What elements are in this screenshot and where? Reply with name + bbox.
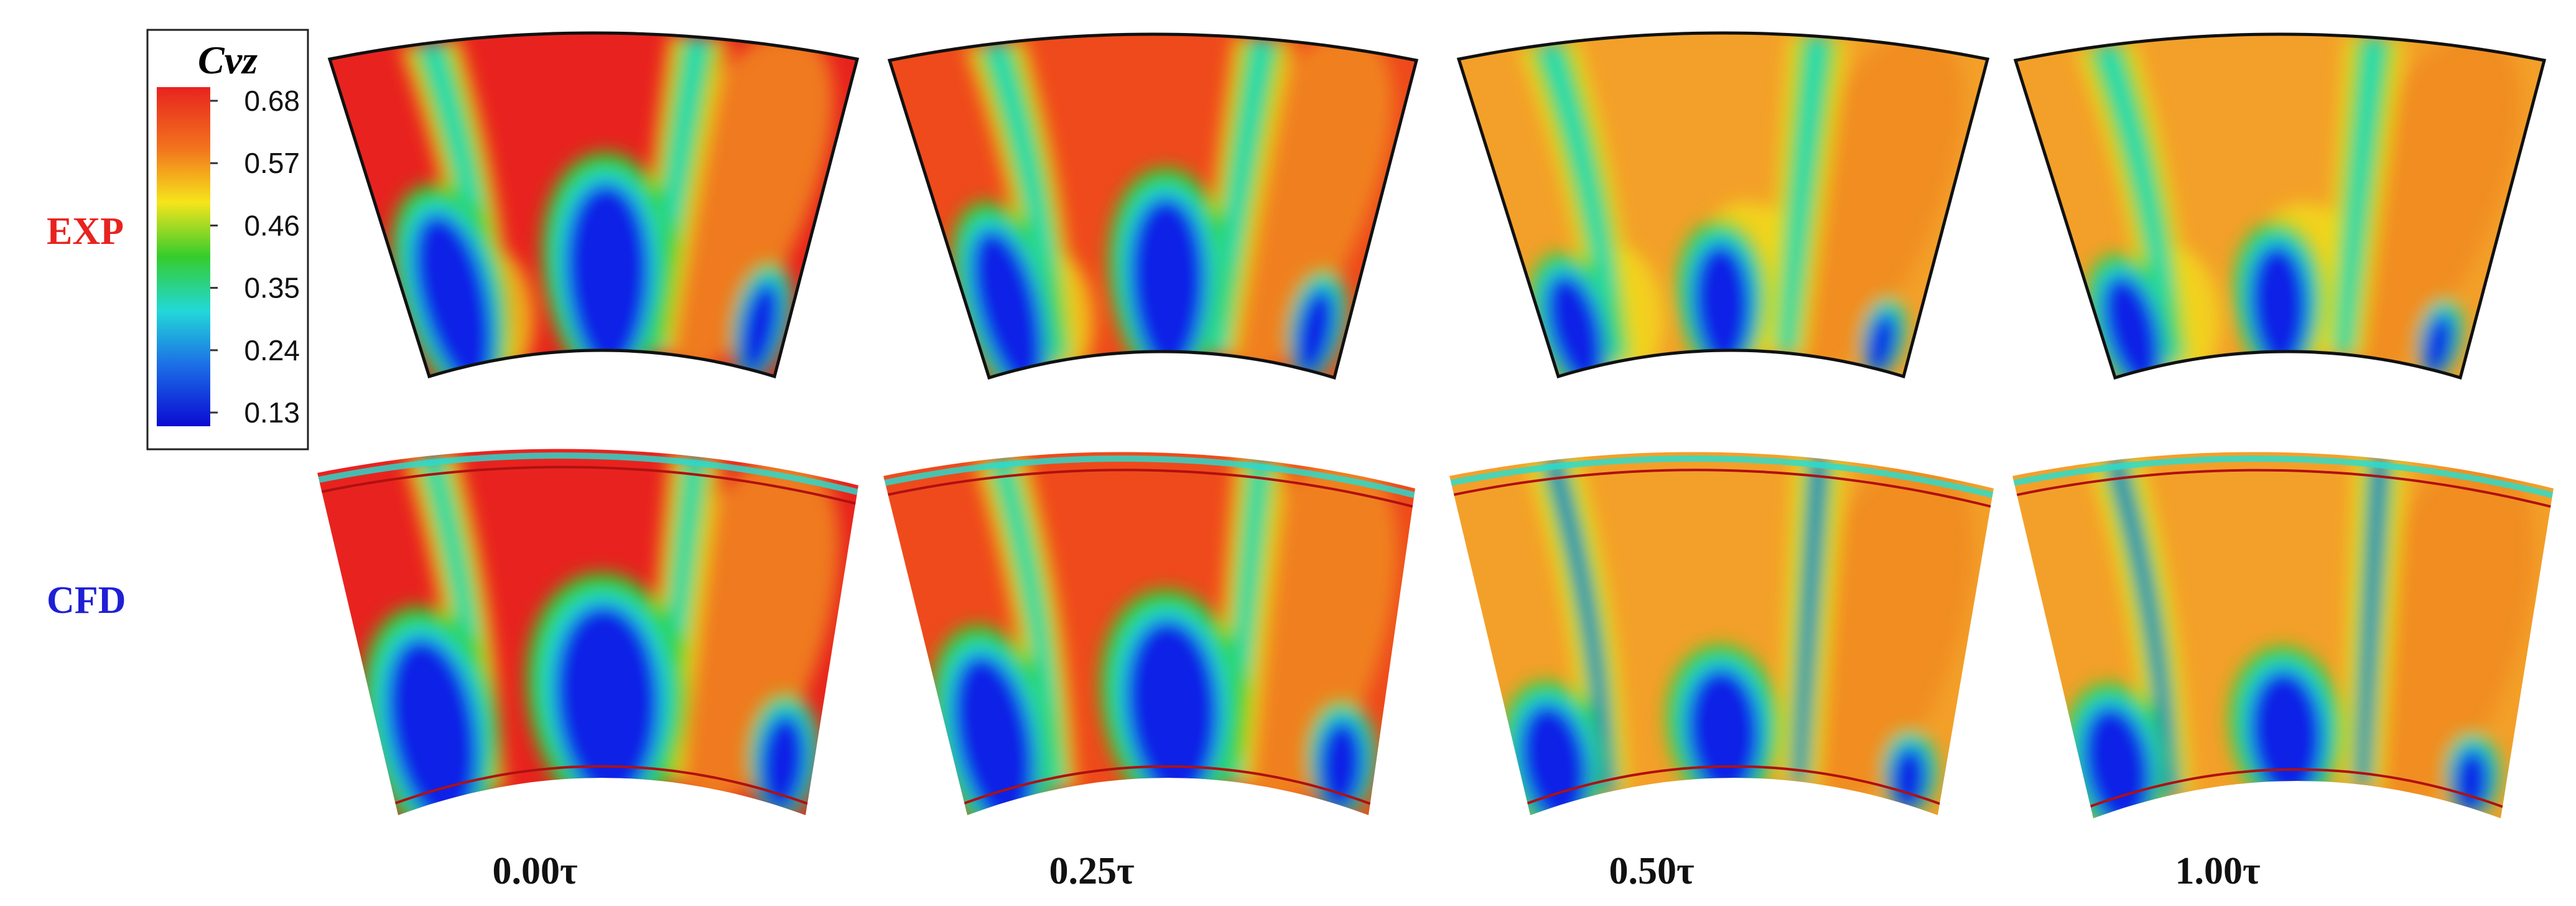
panel-outline	[887, 32, 1419, 380]
hub-line	[1527, 765, 1940, 805]
panel-outline	[327, 31, 860, 379]
panel-outline	[2013, 32, 2547, 380]
low-velocity-region	[554, 604, 661, 801]
low-velocity-region	[1686, 667, 1762, 798]
colorbar-tick-label: 0.68	[244, 85, 300, 117]
colorbar-ticks: 0.68 0.57 0.46 0.35 0.24 0.13	[210, 85, 300, 429]
low-velocity-region	[1518, 703, 1589, 815]
hub-line	[394, 765, 808, 805]
contour-panel-exp-3	[2013, 32, 2547, 380]
colorbar-gradient	[157, 87, 210, 426]
contour-panel-cfd-0	[317, 449, 858, 815]
low-velocity-region	[758, 712, 807, 813]
column-label-1: 0.25τ	[1049, 850, 1134, 892]
contour-panel-cfd-2	[1449, 452, 1994, 815]
contour-panel-cfd-1	[883, 452, 1415, 815]
contour-panel-exp-2	[1456, 31, 1990, 379]
colorbar: Cvz 0.68 0.57 0.46 0.35 0.24 0.13	[146, 29, 309, 451]
column-label-3: 1.00τ	[2175, 850, 2260, 892]
contour-panel-exp-0	[327, 31, 860, 379]
hub-line	[2090, 768, 2503, 808]
low-velocity-region	[386, 637, 480, 815]
casing-line	[1453, 469, 1991, 508]
low-velocity-region	[1295, 287, 1336, 377]
colorbar-tick-label: 0.24	[244, 334, 300, 367]
row-label-exp: EXP	[47, 210, 124, 253]
colorbar-tick-label: 0.35	[244, 272, 300, 304]
low-velocity-region	[1545, 273, 1605, 376]
column-label-0: 0.00τ	[492, 850, 577, 892]
colorbar-tick-label: 0.57	[244, 147, 300, 179]
low-velocity-region	[2101, 274, 2162, 378]
low-velocity-region	[1890, 745, 1928, 811]
contour-panel-exp-1	[887, 32, 1419, 380]
low-velocity-region	[2422, 312, 2455, 377]
casing-line	[2016, 469, 2551, 508]
low-velocity-region	[564, 182, 651, 373]
low-velocity-region	[1125, 619, 1220, 801]
low-velocity-region	[2249, 243, 2309, 371]
low-velocity-region	[1128, 196, 1206, 374]
row-label-cfd: CFD	[47, 579, 126, 622]
contour-panel-cfd-3	[2012, 452, 2554, 818]
column-label-2: 0.50τ	[1609, 850, 1694, 892]
hub-line	[964, 765, 1371, 805]
colorbar-tick-label: 0.46	[244, 209, 300, 241]
low-velocity-region	[952, 653, 1035, 815]
panel-outline	[1456, 31, 1990, 379]
low-velocity-region	[2452, 747, 2491, 815]
low-velocity-region	[2248, 669, 2324, 801]
low-velocity-region	[1866, 311, 1898, 376]
low-velocity-region	[2081, 704, 2152, 818]
casing-line	[888, 469, 1413, 508]
low-velocity-region	[1318, 719, 1365, 811]
colorbar-tick-label: 0.13	[244, 396, 300, 429]
low-velocity-region	[1692, 242, 1752, 370]
low-velocity-region	[738, 281, 781, 376]
colorbar-title: Cvz	[198, 38, 258, 82]
casing-line	[321, 465, 856, 505]
low-velocity-region	[970, 228, 1044, 378]
contour-panels	[317, 31, 2554, 818]
low-velocity-region	[412, 213, 494, 376]
